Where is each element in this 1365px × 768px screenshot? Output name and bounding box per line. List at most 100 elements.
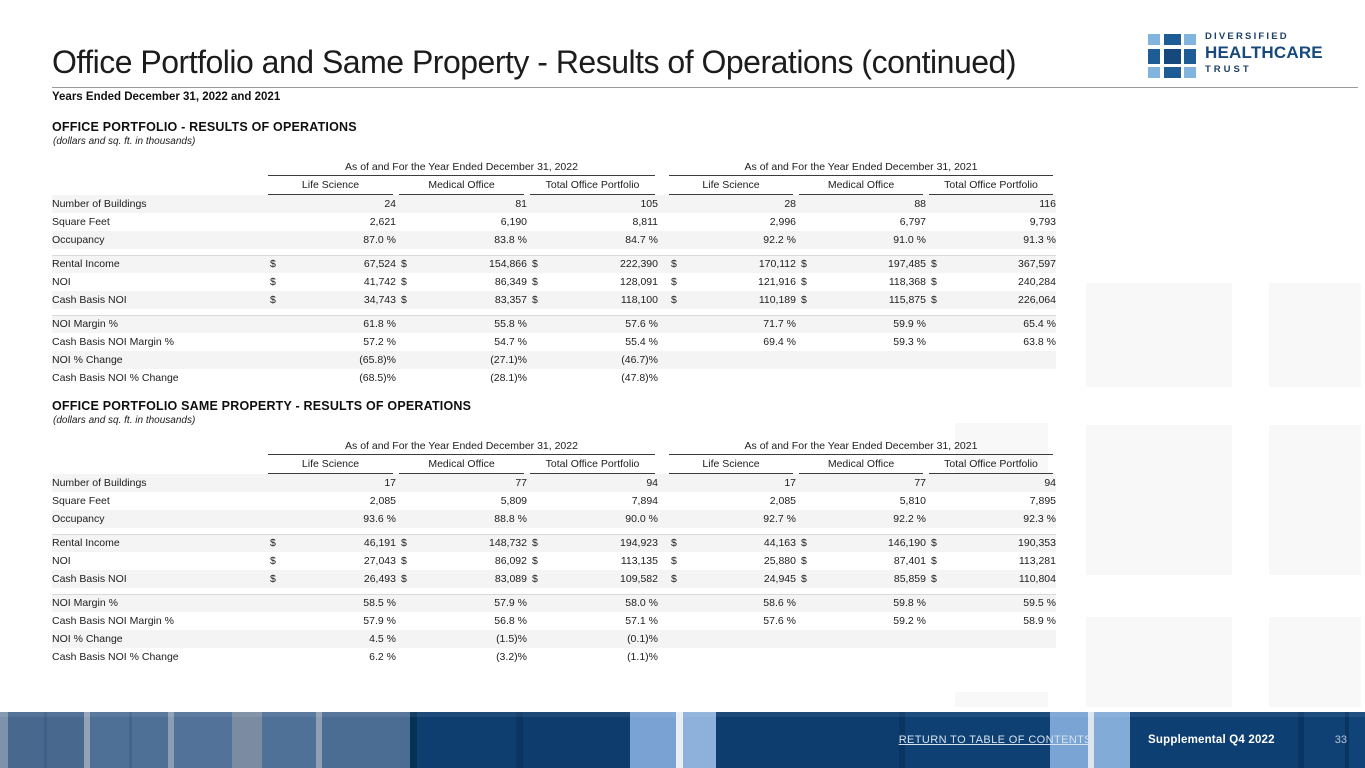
table-cell: $87,401 [801, 555, 926, 567]
column-header: Medical Office [796, 176, 926, 195]
table-row: NOI Margin % 61.8 % 55.8 % 57.6 % 71.7 % 59.9… [52, 315, 1056, 333]
dollar-sign: $ [532, 258, 538, 271]
row-label: Cash Basis NOI Margin % [52, 615, 174, 627]
table-cell: 91.0 % [893, 234, 926, 246]
dollar-sign: $ [931, 294, 937, 306]
dollar-sign: $ [671, 537, 677, 550]
table-cell: $25,880 [671, 555, 796, 567]
table-cell: 59.3 % [893, 336, 926, 348]
column-header: Life Science [265, 455, 396, 474]
return-to-toc-link[interactable]: RETURN TO TABLE OF CONTENTS [898, 734, 1093, 746]
table-cell: 58.0 % [625, 597, 658, 610]
table-cell: (28.1)% [490, 372, 527, 384]
table-cell: 65.4 % [1023, 318, 1056, 331]
row-label: Cash Basis NOI [52, 294, 127, 306]
table-row: Cash Basis NOI Margin % 57.9 % 56.8 % 57.1 … [52, 612, 1056, 630]
table-cell: 105 [640, 198, 658, 210]
row-label: Cash Basis NOI % Change [52, 372, 179, 384]
table-cell: $146,190 [801, 537, 926, 550]
table-cell: 4.5 % [369, 633, 396, 645]
dollar-sign: $ [931, 276, 937, 288]
watermark-box [955, 692, 1048, 707]
table-cell: (65.8)% [359, 354, 396, 366]
row-label: Occupancy [52, 513, 105, 525]
row-label: NOI Margin % [52, 318, 118, 331]
table-cell: $197,485 [801, 258, 926, 271]
dollar-sign: $ [532, 573, 538, 585]
table-cell: $85,859 [801, 573, 926, 585]
column-header: Medical Office [396, 176, 527, 195]
table-row: Cash Basis NOI % Change (68.5)% (28.1)% (47… [52, 369, 1056, 387]
table-row: NOI Margin % 58.5 % 57.9 % 58.0 % 58.6 % 59.8… [52, 594, 1056, 612]
table-cell [926, 369, 1056, 387]
table-cell: 9,793 [1029, 216, 1056, 228]
table-cell: 57.9 % [363, 615, 396, 627]
logo-square [1184, 34, 1196, 45]
table-cell: 58.5 % [363, 597, 396, 610]
column-header: Total Office Portfolio [926, 455, 1056, 474]
table-cell: 57.9 % [494, 597, 527, 610]
table-cell [796, 369, 926, 387]
table-row: NOI $27,043 $86,092 $113,135 $25,880 $87,401 $… [52, 552, 1056, 570]
table-row: Number of Buildings 17 77 94 17 77 94 [52, 474, 1056, 492]
table-row: Square Feet 2,621 6,190 8,811 2,996 6,797 9,79… [52, 213, 1056, 231]
dollar-sign: $ [401, 276, 407, 288]
table-cell: (0.1)% [627, 633, 658, 645]
table-cell: 6.2 % [369, 651, 396, 663]
table-cell: $86,349 [401, 276, 527, 288]
table-cell: 57.6 % [625, 318, 658, 331]
table-cell: 58.6 % [763, 597, 796, 610]
table-cell: (27.1)% [490, 354, 527, 366]
page-subtitle: Years Ended December 31, 2022 and 2021 [52, 91, 281, 103]
table-cell: 28 [784, 198, 796, 210]
logo-square [1163, 48, 1181, 64]
table-cell: $113,281 [931, 555, 1056, 567]
year-header-row: As of and For the Year Ended December 31… [52, 161, 1056, 176]
table-cell: 59.9 % [893, 318, 926, 331]
column-header: Total Office Portfolio [527, 455, 658, 474]
dollar-sign: $ [401, 555, 407, 567]
row-label: Number of Buildings [52, 198, 147, 210]
dollar-sign: $ [931, 555, 937, 567]
group-separator [52, 309, 1056, 316]
dollar-sign: $ [270, 258, 276, 271]
table-cell: $44,163 [671, 537, 796, 550]
table-cell: 94 [1044, 477, 1056, 489]
table-cell [926, 630, 1056, 648]
dollar-sign: $ [801, 555, 807, 567]
table-row: Cash Basis NOI $26,493 $83,089 $109,582 $24,… [52, 570, 1056, 588]
table-cell: 2,621 [369, 216, 396, 228]
table-cell: 71.7 % [763, 318, 796, 331]
table-cell: $121,916 [671, 276, 796, 288]
table-cell: 59.5 % [1023, 597, 1056, 610]
table-cell: $24,945 [671, 573, 796, 585]
watermark-box [1086, 283, 1232, 387]
page-number: 33 [1334, 734, 1347, 746]
column-header: Life Science [265, 176, 396, 195]
table-cell [796, 351, 926, 369]
year-header: As of and For the Year Ended December 31… [666, 440, 1056, 455]
group-separator [52, 249, 1056, 256]
group-separator [52, 588, 1056, 595]
table-cell [666, 369, 796, 387]
section-heading-office-portfolio: OFFICE PORTFOLIO - RESULTS OF OPERATIONS [52, 120, 357, 134]
column-header: Total Office Portfolio [527, 176, 658, 195]
table-cell [796, 630, 926, 648]
logo-square [1148, 48, 1160, 64]
table-cell: $109,582 [532, 573, 658, 585]
row-label: NOI % Change [52, 633, 123, 645]
dollar-sign: $ [931, 573, 937, 585]
table-cell: 55.8 % [494, 318, 527, 331]
row-label: Rental Income [52, 258, 120, 271]
dollar-sign: $ [270, 276, 276, 288]
table-cell: 69.4 % [763, 336, 796, 348]
table-cell: 92.2 % [763, 234, 796, 246]
table-cell: $34,743 [270, 294, 396, 306]
row-label: Cash Basis NOI Margin % [52, 336, 174, 348]
column-header: Total Office Portfolio [926, 176, 1056, 195]
supplemental-label: Supplemental Q4 2022 [1148, 734, 1275, 746]
table-cell: $128,091 [532, 276, 658, 288]
table-cell: 92.3 % [1023, 513, 1056, 525]
table-cell: (1.1)% [627, 651, 658, 663]
